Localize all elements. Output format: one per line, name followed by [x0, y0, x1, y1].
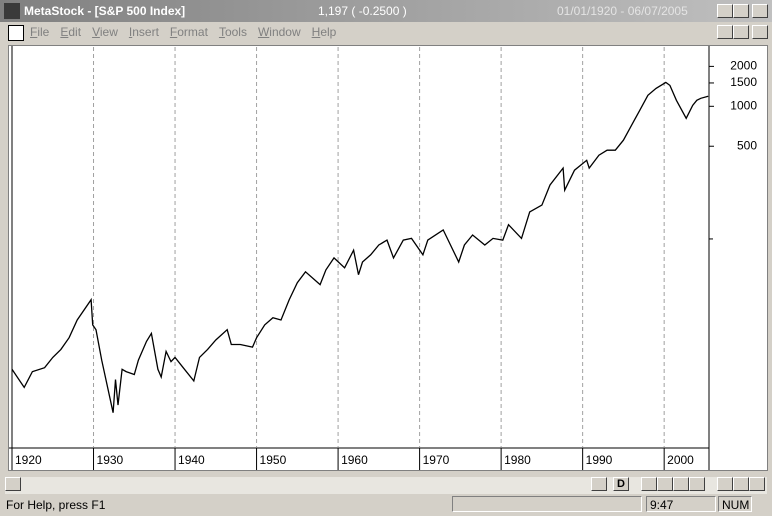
scroll-button[interactable] [733, 477, 749, 491]
scroll-left[interactable] [5, 477, 21, 491]
status-pane [452, 496, 642, 512]
menu-bar: File Edit View Insert Format Tools Window Help [30, 25, 347, 39]
menu-item[interactable]: View [92, 25, 118, 39]
date-range: 01/01/1920 - 06/07/2005 [557, 4, 688, 18]
menu-item[interactable]: Edit [60, 25, 82, 39]
x-tick-label: 1950 [260, 453, 287, 467]
y-tick-label: 1000 [730, 98, 757, 112]
tool-button[interactable] [657, 477, 673, 491]
scroll-right[interactable] [591, 477, 607, 491]
chart: 1920 1930 1940 1950 1960 1970 1980 1990 2000 500 1… [9, 46, 757, 470]
menu-item[interactable]: Tools [218, 25, 247, 39]
app-icon [4, 3, 20, 19]
doc-close[interactable] [752, 25, 768, 39]
tool-button[interactable] [673, 477, 689, 491]
menu-item[interactable]: Window [257, 25, 301, 39]
y-tick-label: 1500 [730, 75, 757, 89]
x-tick-label: 2000 [667, 453, 694, 467]
menu-item[interactable]: Help [311, 25, 337, 39]
tool-button[interactable] [641, 477, 657, 491]
minimize-button[interactable] [717, 4, 733, 18]
scrollbar[interactable]: D [5, 477, 767, 494]
y-tick-label: 2000 [730, 59, 757, 73]
status-time: 9:47 [646, 496, 716, 512]
menu-item[interactable]: Format [169, 25, 208, 39]
y-tick-label: 500 [737, 138, 757, 152]
period-button[interactable]: D [613, 477, 629, 491]
scroll-button[interactable] [717, 477, 733, 491]
menu-item[interactable]: Insert [128, 25, 159, 39]
x-tick-label: 1940 [178, 453, 205, 467]
window-title: MetaStock - [S&P 500 Index] [24, 4, 186, 18]
close-button[interactable] [752, 4, 768, 18]
x-tick-label: 1980 [504, 453, 531, 467]
x-tick-label: 1990 [586, 453, 613, 467]
x-tick-label: 1970 [423, 453, 450, 467]
last-price: 1,197 ( -0.2500 ) [318, 4, 407, 18]
scroll-button[interactable] [749, 477, 765, 491]
maximize-button[interactable] [733, 4, 749, 18]
x-tick-label: 1960 [341, 453, 368, 467]
x-tick-label: 1930 [97, 453, 124, 467]
tool-button[interactable] [689, 477, 705, 491]
menu-item[interactable]: File [30, 25, 50, 39]
status-mode: NUM [718, 496, 752, 512]
title-bar: MetaStock - [S&P 500 Index] 1,197 ( -0.2… [0, 0, 772, 22]
doc-restore[interactable] [733, 25, 749, 39]
status-help: For Help, press F1 [6, 498, 106, 512]
doc-icon [8, 25, 24, 41]
x-tick-label: 1920 [15, 453, 42, 467]
doc-minimize[interactable] [717, 25, 733, 39]
price-line [11, 81, 709, 413]
chart-window: 1920 1930 1940 1950 1960 1970 1980 1990 2000 500 1… [8, 45, 768, 471]
